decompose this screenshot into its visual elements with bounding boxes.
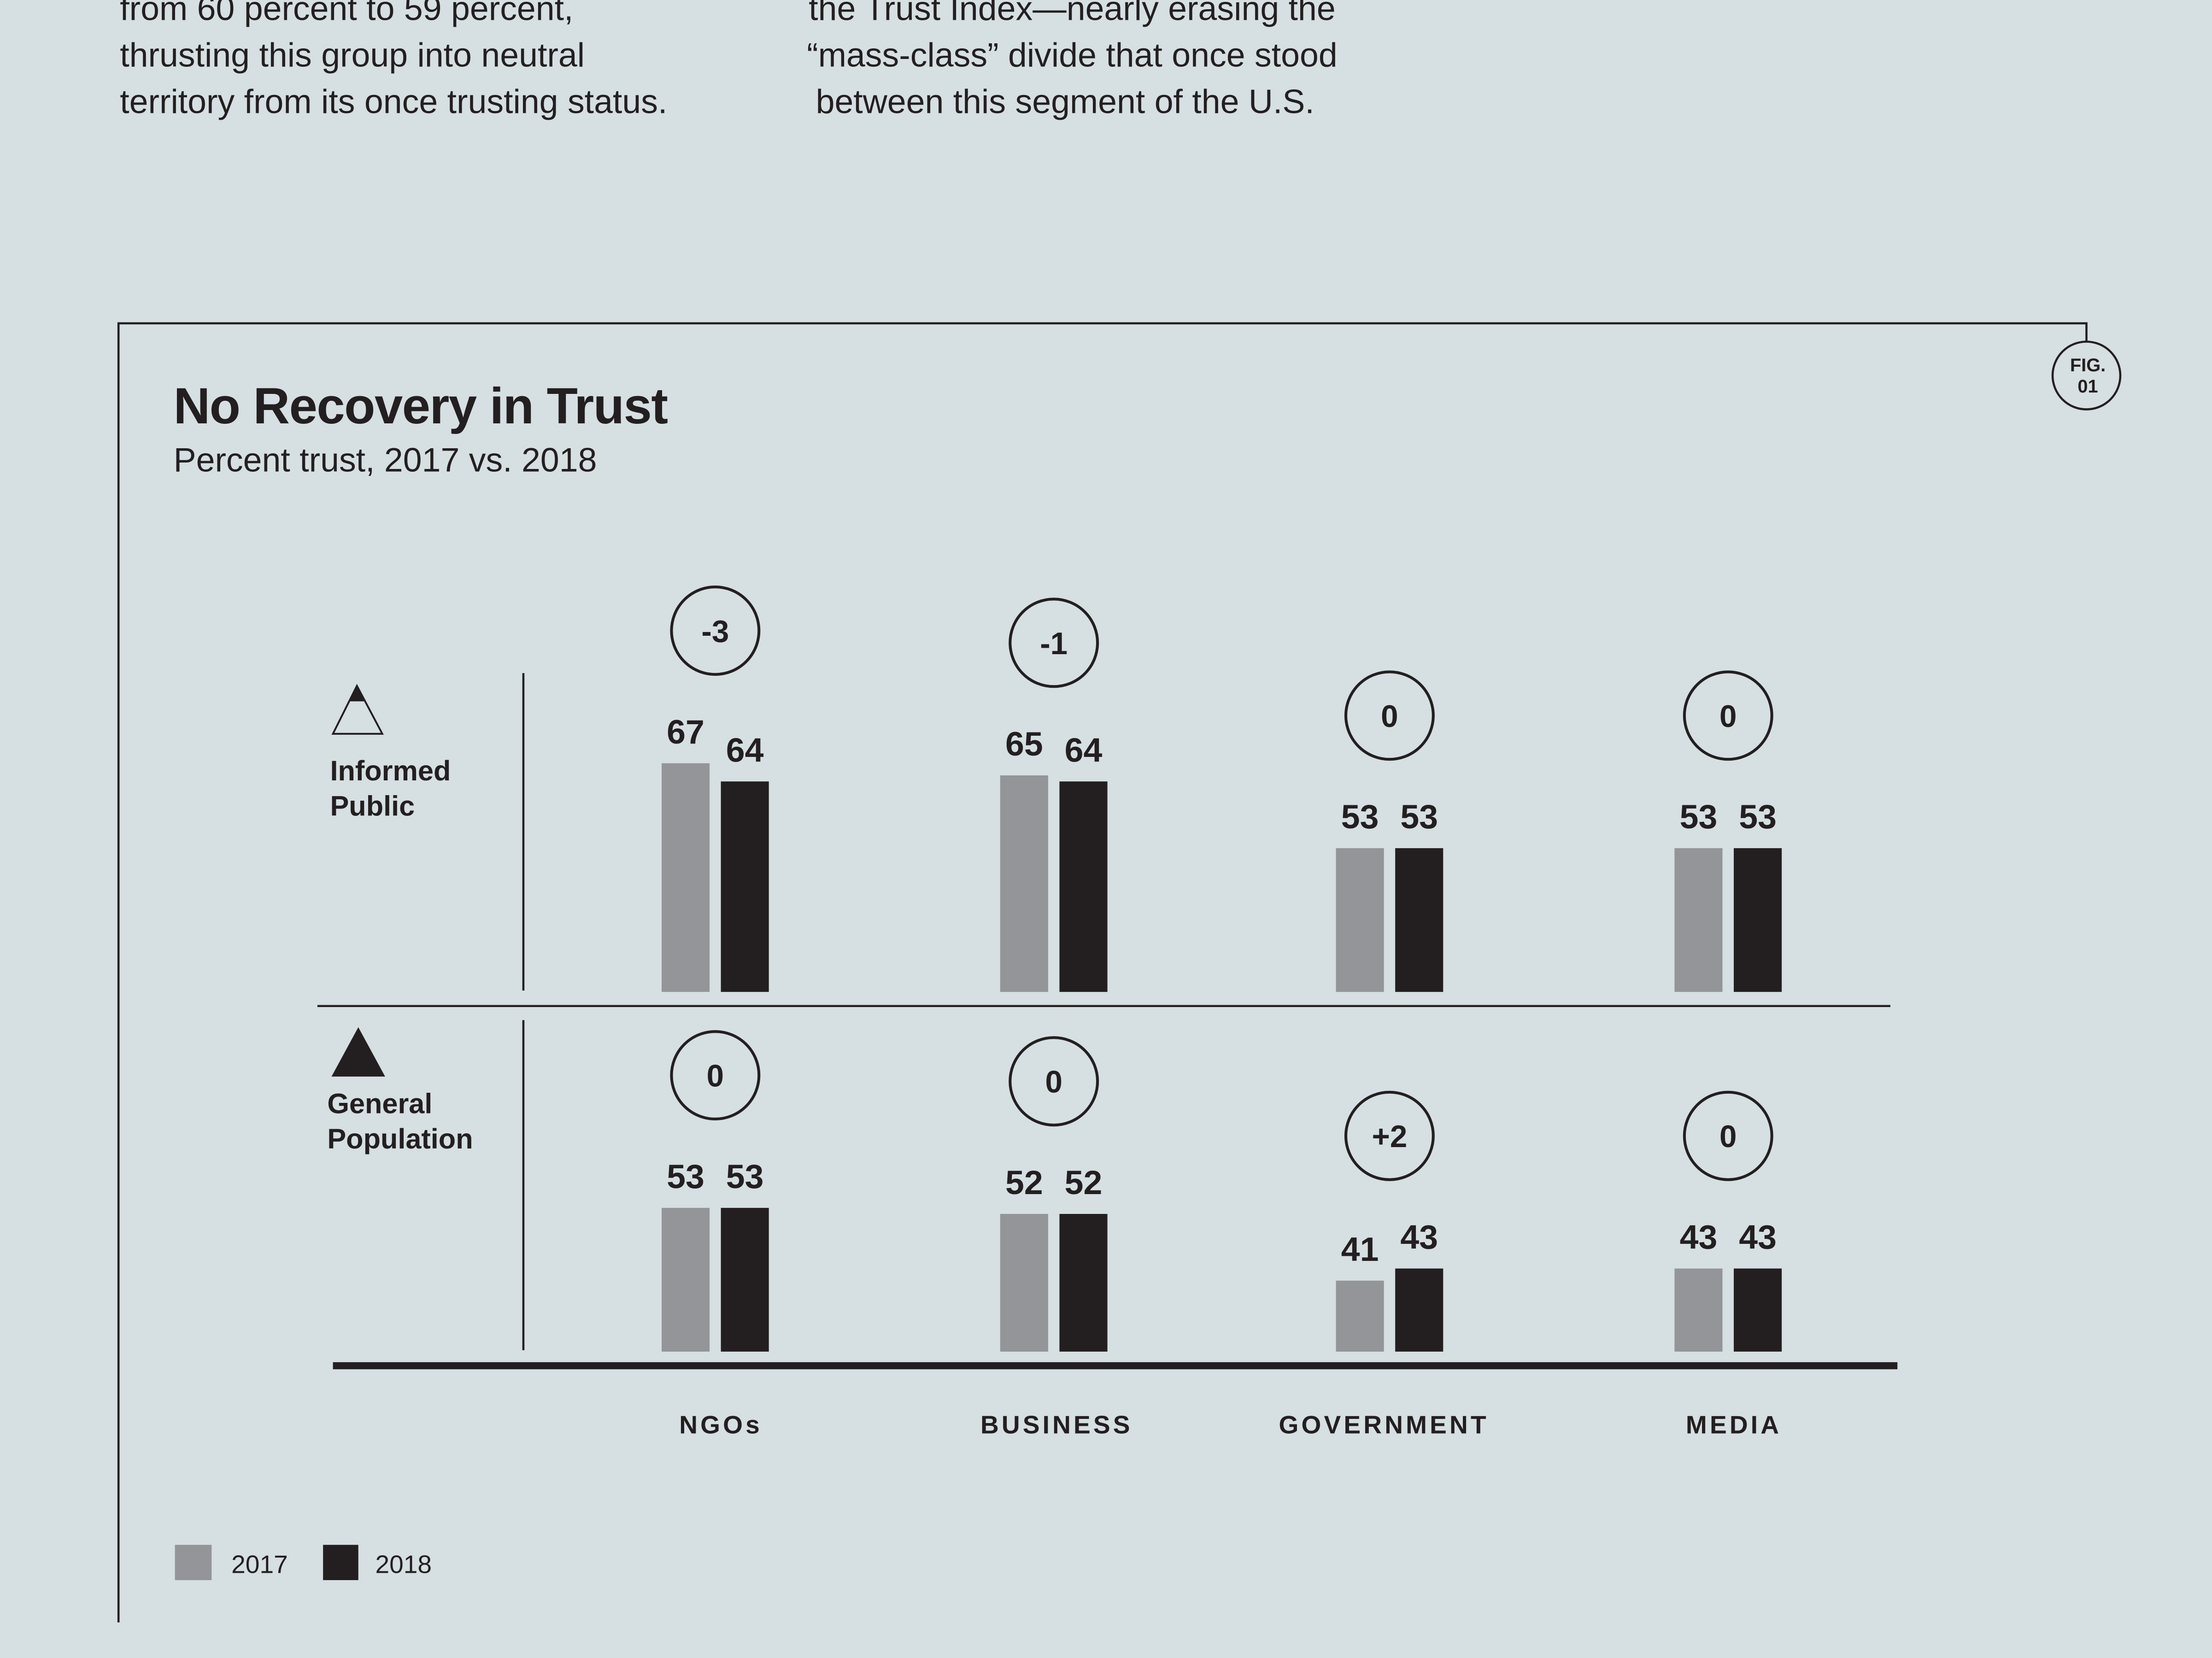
figure-badge: FIG. 01 bbox=[2051, 340, 2122, 410]
bar-2017 bbox=[1336, 848, 1384, 992]
value-label-2017: 43 bbox=[1680, 1218, 1718, 1256]
chart-marks: 67 64 -3 65 64 -1 53 53 0 53 53 0 53 53 0 52 52 0 41 43 +2 43… bbox=[662, 585, 1782, 1352]
change-badge-label: -1 bbox=[1040, 627, 1068, 661]
intro-left-line: from 60 percent to 59 percent, bbox=[120, 0, 573, 28]
row-label-line: Population bbox=[327, 1123, 473, 1154]
intro-left-column: from 60 percent to 59 percent, thrusting… bbox=[120, 0, 667, 121]
value-label-2018: 52 bbox=[1065, 1163, 1103, 1201]
change-badge-label: +2 bbox=[1372, 1119, 1408, 1154]
figure-frame bbox=[117, 322, 2088, 1623]
row-label-informed-public: Informed Public bbox=[330, 684, 451, 821]
bar-2017 bbox=[662, 1207, 710, 1352]
category-label-ngos: NGOs bbox=[679, 1411, 763, 1439]
legend-label-2017: 2017 bbox=[231, 1550, 288, 1579]
legend: 2017 2018 bbox=[175, 1545, 432, 1580]
bar-2017 bbox=[662, 763, 710, 992]
bar-2017 bbox=[1674, 848, 1723, 992]
change-badge-label: 0 bbox=[1045, 1065, 1062, 1100]
change-badge-label: 0 bbox=[707, 1059, 724, 1094]
intro-right-line: between this segment of the U.S. bbox=[816, 82, 1314, 121]
value-label-2018: 43 bbox=[1739, 1218, 1777, 1256]
row-label-line: General bbox=[327, 1088, 432, 1119]
bar-2017 bbox=[1336, 1280, 1384, 1352]
figure-badge-label: FIG. bbox=[2070, 355, 2106, 375]
category-label-government: GOVERNMENT bbox=[1279, 1411, 1489, 1439]
change-badge-circle bbox=[670, 1030, 761, 1121]
row-label-line: Public bbox=[330, 790, 415, 821]
value-label-2018: 64 bbox=[726, 731, 764, 769]
intro-left-line: thrusting this group into neutral bbox=[120, 36, 585, 74]
intro-right-line: the Trust Index—nearly erasing the bbox=[809, 0, 1335, 28]
triangle-tip-icon bbox=[348, 685, 366, 702]
value-label-2017: 65 bbox=[1005, 725, 1043, 763]
category-labels: NGOs BUSINESS GOVERNMENT MEDIA bbox=[679, 1411, 1782, 1439]
legend-swatch-2017 bbox=[175, 1545, 212, 1580]
change-badge-label: 0 bbox=[1719, 699, 1737, 734]
change-badge-circle bbox=[1344, 1090, 1435, 1181]
value-label-2017: 53 bbox=[1341, 797, 1379, 836]
change-badge-label: 0 bbox=[1719, 1119, 1737, 1154]
value-label-2018: 64 bbox=[1065, 731, 1103, 769]
value-label-2018: 53 bbox=[1739, 797, 1777, 836]
bar-2018 bbox=[1734, 1268, 1782, 1352]
value-label-2017: 53 bbox=[1680, 797, 1718, 836]
value-label-2017: 52 bbox=[1005, 1163, 1043, 1201]
chart-subtitle: Percent trust, 2017 vs. 2018 bbox=[174, 440, 597, 479]
bar-2017 bbox=[1674, 1268, 1723, 1352]
value-label-2017: 41 bbox=[1341, 1230, 1379, 1268]
intro-right-line: “mass-class” divide that once stood bbox=[807, 36, 1338, 74]
bar-2018 bbox=[721, 1207, 769, 1352]
change-badge-label: -3 bbox=[701, 614, 729, 649]
change-badge-circle bbox=[1683, 670, 1773, 761]
chart-title: No Recovery in Trust bbox=[174, 378, 668, 434]
change-badge-circle bbox=[1344, 670, 1435, 761]
value-label-2017: 53 bbox=[667, 1157, 704, 1195]
value-label-2018: 53 bbox=[1400, 797, 1438, 836]
change-badge-label: 0 bbox=[1381, 699, 1398, 734]
triangle-filled-icon bbox=[331, 1027, 385, 1077]
bar-2018 bbox=[1059, 781, 1108, 992]
intro-left-line: territory from its once trusting status. bbox=[120, 82, 667, 121]
row-label-general-population: General Population bbox=[327, 1027, 473, 1154]
value-label-2018: 53 bbox=[726, 1157, 764, 1195]
change-badge-circle bbox=[1009, 1036, 1099, 1127]
change-badge-circle bbox=[1683, 1090, 1773, 1181]
figure-badge-circle bbox=[2051, 340, 2122, 410]
bar-2018 bbox=[1395, 848, 1443, 992]
change-badge-circle bbox=[1009, 598, 1099, 688]
bar-2018 bbox=[1734, 848, 1782, 992]
bar-2018 bbox=[1395, 1268, 1443, 1352]
bar-2017 bbox=[1000, 1214, 1048, 1352]
bar-2018 bbox=[721, 781, 769, 992]
bar-2017 bbox=[1000, 775, 1048, 992]
change-badge-circle bbox=[670, 585, 761, 676]
category-label-business: BUSINESS bbox=[980, 1411, 1133, 1439]
triangle-outline-icon bbox=[331, 684, 384, 735]
bar-2018 bbox=[1059, 1214, 1108, 1352]
value-label-2017: 67 bbox=[667, 713, 704, 751]
intro-right-column: the Trust Index—nearly erasing the “mass… bbox=[807, 0, 1338, 121]
legend-label-2018: 2018 bbox=[375, 1550, 432, 1579]
legend-swatch-2018 bbox=[323, 1545, 358, 1580]
category-label-media: MEDIA bbox=[1686, 1411, 1782, 1439]
value-label-2018: 43 bbox=[1400, 1218, 1438, 1256]
row-label-line: Informed bbox=[330, 755, 451, 786]
figure-badge-number: 01 bbox=[2077, 376, 2098, 397]
